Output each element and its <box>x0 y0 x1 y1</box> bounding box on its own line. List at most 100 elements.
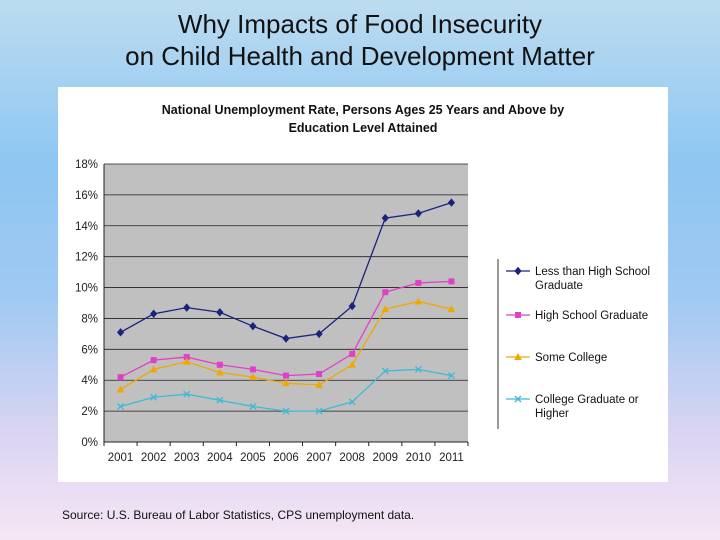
y-tick-label: 4% <box>81 375 98 387</box>
y-tick-label: 8% <box>81 313 98 325</box>
plot-area: 0% 2% 4% 6% 8% 10% 12% 14% 16% 18% 2001 2002 2003 200… <box>75 159 469 464</box>
data-point-high-school-graduate <box>183 354 190 361</box>
legend-item-college-graduate-or-higher: College Graduate or Higher <box>506 394 639 420</box>
legend: Less than High School Graduate High School… <box>497 259 650 429</box>
data-point-less-than-high-school-graduate <box>381 213 389 223</box>
data-point-college-graduate-or-higher <box>117 402 125 410</box>
data-point-less-than-high-school-graduate <box>348 301 356 311</box>
data-point-some-college <box>381 305 390 313</box>
x-tick-label: 2009 <box>372 452 398 464</box>
y-tick-label: 14% <box>75 221 98 233</box>
x-marker-stroke <box>348 398 356 406</box>
data-point-less-than-high-school-graduate <box>282 334 290 343</box>
x-tick-label: 2010 <box>406 452 432 464</box>
slide-title-line-1: Why Impacts of Food Insecurity <box>177 9 543 39</box>
data-point-less-than-high-school-graduate <box>447 198 456 207</box>
y-tick-label: 2% <box>81 406 98 418</box>
x-marker-stroke <box>447 372 455 380</box>
data-point-some-college <box>116 385 125 393</box>
data-point-less-than-high-school-graduate <box>216 308 224 317</box>
unemployment-line-chart: National Unemployment Rate, Persons Ages… <box>75 103 650 464</box>
data-point-high-school-graduate <box>216 361 223 368</box>
data-point-high-school-graduate <box>448 278 455 285</box>
data-point-high-school-graduate <box>415 279 422 286</box>
x-marker-stroke <box>117 402 125 410</box>
legend-label: Higher <box>535 408 569 420</box>
data-point-college-graduate-or-higher <box>447 372 455 380</box>
data-point-high-school-graduate <box>150 357 157 364</box>
data-point-high-school-graduate <box>349 350 356 357</box>
legend-item-some-college: Some College <box>506 352 607 364</box>
x-tick-label: 2003 <box>174 452 200 464</box>
data-point-less-than-high-school-graduate <box>249 321 257 331</box>
slide-title-line-2: on Child Health and Development Matter <box>125 41 595 71</box>
legend-label: Less than High School <box>535 266 650 278</box>
legend-label: High School Graduate <box>535 310 648 322</box>
data-point-high-school-graduate <box>316 371 323 378</box>
legend-swatch-marker <box>514 353 522 360</box>
x-marker-stroke <box>183 390 191 398</box>
x-tick-label: 2001 <box>108 452 134 464</box>
legend-item-less-than-high-school-graduate: Less than High School Graduate <box>506 266 650 292</box>
data-point-some-college <box>414 297 423 305</box>
data-point-less-than-high-school-graduate <box>116 328 125 337</box>
y-tick-label: 16% <box>75 190 98 202</box>
x-marker-stroke <box>216 396 224 404</box>
chart-panel: National Unemployment Rate, Persons Ages… <box>58 87 668 482</box>
legend-swatch-marker <box>514 395 522 403</box>
data-point-high-school-graduate <box>283 372 289 379</box>
data-point-some-college <box>149 365 158 373</box>
x-tick-label: 2004 <box>207 452 233 464</box>
x-marker-stroke <box>150 393 158 401</box>
data-point-college-graduate-or-higher <box>216 396 224 404</box>
source-note: Source: U.S. Bureau of Labor Statistics,… <box>62 508 415 522</box>
data-point-college-graduate-or-higher <box>150 393 158 401</box>
x-marker-stroke <box>282 407 290 415</box>
y-tick-label: 12% <box>75 252 98 264</box>
x-marker-stroke <box>514 395 522 403</box>
y-tick-label: 18% <box>75 159 98 171</box>
legend-item-high-school-graduate: High School Graduate <box>506 310 648 322</box>
data-point-college-graduate-or-higher <box>282 407 290 415</box>
x-marker-stroke <box>315 407 323 415</box>
data-point-some-college <box>348 360 356 368</box>
data-point-less-than-high-school-graduate <box>150 309 158 319</box>
y-tick-label: 6% <box>81 344 98 356</box>
x-marker-stroke <box>414 365 422 373</box>
data-point-high-school-graduate <box>382 289 389 296</box>
data-point-less-than-high-school-graduate <box>414 209 422 218</box>
data-point-some-college <box>282 379 290 387</box>
data-point-college-graduate-or-higher <box>249 402 257 410</box>
data-point-high-school-graduate <box>249 366 256 373</box>
chart-title-line-2: Education Level Attained <box>289 121 438 135</box>
data-point-college-graduate-or-higher <box>315 407 323 415</box>
legend-swatch-marker <box>515 312 521 318</box>
legend-swatch-marker <box>514 266 522 276</box>
y-tick-label: 10% <box>75 283 98 295</box>
data-point-some-college <box>249 373 257 381</box>
x-marker-stroke <box>249 402 257 410</box>
chart-title-line-1: National Unemployment Rate, Persons Ages… <box>162 103 564 117</box>
x-tick-label: 2006 <box>273 452 299 464</box>
data-point-college-graduate-or-higher <box>348 398 356 406</box>
slide-title: Why Impacts of Food Insecurity on Child … <box>0 8 720 72</box>
x-tick-label: 2007 <box>306 452 332 464</box>
data-point-less-than-high-school-graduate <box>315 329 323 339</box>
data-point-college-graduate-or-higher <box>414 365 422 373</box>
legend-label: Graduate <box>535 280 583 292</box>
data-point-college-graduate-or-higher <box>183 390 191 398</box>
data-point-some-college <box>182 357 191 365</box>
legend-label: Some College <box>535 352 607 364</box>
data-point-some-college <box>216 368 224 376</box>
x-tick-label: 2008 <box>339 452 365 464</box>
x-marker-stroke <box>381 367 389 375</box>
x-tick-label: 2011 <box>439 452 464 464</box>
data-point-some-college <box>315 380 323 388</box>
data-point-high-school-graduate <box>117 374 124 381</box>
data-point-college-graduate-or-higher <box>381 367 389 375</box>
legend-label: College Graduate or <box>535 394 639 406</box>
data-point-some-college <box>447 305 456 313</box>
x-tick-label: 2002 <box>141 452 167 464</box>
x-tick-label: 2005 <box>240 452 266 464</box>
y-tick-label: 0% <box>81 437 98 449</box>
